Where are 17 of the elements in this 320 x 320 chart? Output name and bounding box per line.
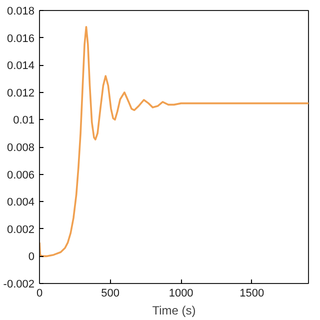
y-tick-label: 0.018	[6, 6, 35, 18]
y-tick-label: -0.002	[3, 278, 35, 290]
x-tick-label: 0	[36, 288, 43, 300]
y-tick-label: 0.014	[6, 60, 35, 72]
x-tick-label: 1500	[240, 288, 264, 300]
x-tick-label: 1000	[168, 288, 194, 300]
y-tick-label: 0.01	[13, 114, 35, 127]
y-tick-label: 0	[28, 251, 35, 264]
x-tick-label: 500	[101, 288, 120, 300]
line-series	[40, 26, 308, 258]
y-tick-label: 0.004	[6, 196, 35, 209]
y-tick-label: 0.012	[6, 87, 35, 100]
x-axis-title: Time (s)	[152, 304, 196, 318]
y-tick-label: 0.002	[6, 224, 35, 236]
y-tick-label: 0.006	[6, 169, 35, 182]
y-tick-label: 0.008	[6, 142, 35, 154]
y-tick-label: 0.016	[6, 32, 35, 45]
